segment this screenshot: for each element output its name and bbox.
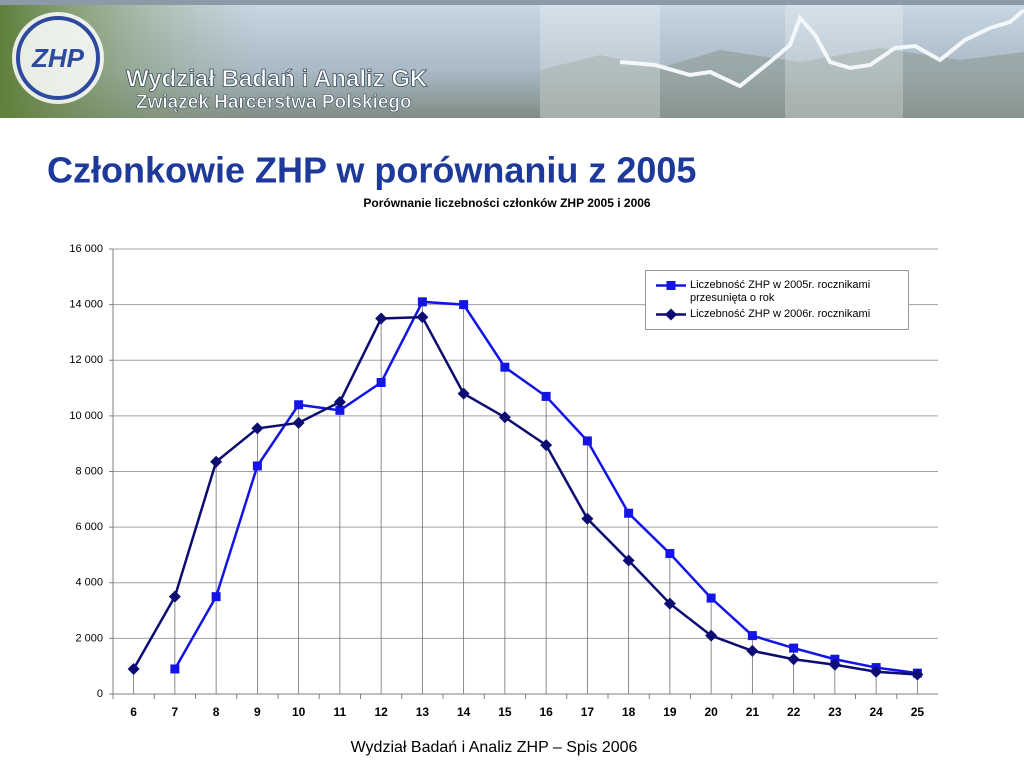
point (706, 593, 716, 603)
x-tick-label: 12 (374, 705, 388, 719)
point (333, 395, 346, 408)
x-tick-label: 6 (130, 705, 137, 719)
legend-label: Liczebność ZHP w 2006r. rocznikami (690, 308, 871, 320)
point (459, 300, 469, 310)
point (622, 554, 635, 567)
point (582, 436, 592, 446)
header-line2: Związek Harcerstwa Polskiego (136, 92, 412, 113)
legend-item: Liczebność ZHP w 2006r. rocznikami (646, 308, 908, 321)
point (498, 411, 511, 424)
point (665, 549, 675, 559)
point (541, 391, 551, 401)
legend-key (656, 308, 686, 321)
point (705, 629, 718, 642)
point (666, 281, 676, 290)
logo: ZHP (31, 43, 85, 73)
x-tick-label: 10 (292, 705, 306, 719)
point (828, 658, 841, 671)
y-tick-label: 10 000 (69, 410, 103, 422)
point (170, 664, 180, 674)
point (210, 455, 223, 468)
y-tick-label: 0 (97, 688, 103, 700)
y-tick-label: 16 000 (69, 243, 103, 255)
point (500, 362, 510, 372)
point (787, 653, 800, 666)
x-tick-label: 7 (172, 705, 179, 719)
x-tick-label: 9 (254, 705, 261, 719)
point (375, 312, 388, 325)
series-line (132, 315, 918, 676)
y-tick-label: 12 000 (69, 354, 103, 366)
y-tick-label: 6 000 (75, 521, 103, 533)
point (168, 590, 181, 603)
header-line1: Wydział Badań i Analiz GK (126, 65, 428, 92)
x-tick-label: 8 (213, 705, 220, 719)
x-tick-label: 17 (581, 705, 595, 719)
point (416, 311, 429, 324)
point (335, 405, 345, 415)
point (127, 662, 140, 675)
point (294, 400, 304, 410)
y-tick-label: 4 000 (75, 577, 103, 589)
x-tick-label: 14 (457, 705, 471, 719)
y-tick-label: 14 000 (69, 299, 103, 311)
legend-label: Liczebność ZHP w 2005r. rocznikami przes… (690, 279, 871, 304)
x-tick-label: 22 (787, 705, 801, 719)
point (624, 508, 634, 518)
point (292, 416, 305, 429)
x-tick-label: 16 (539, 705, 553, 719)
legend-key (656, 281, 686, 290)
y-tick-label: 8 000 (75, 465, 103, 477)
x-tick-label: 23 (828, 705, 842, 719)
footer: Wydział Badań i Analiz ZHP – Spis 2006 (351, 739, 638, 756)
slide-title: Członkowie ZHP w porównaniu z 2005 (47, 150, 696, 191)
point (746, 644, 759, 657)
x-tick-label: 21 (746, 705, 760, 719)
x-tick-label: 15 (498, 705, 512, 719)
point (540, 439, 553, 452)
point (252, 461, 262, 471)
point (870, 665, 883, 678)
chart-title: Porównanie liczebności członków ZHP 2005… (363, 196, 651, 210)
x-tick-label: 24 (869, 705, 883, 719)
legend: Liczebność ZHP w 2005r. rocznikami przes… (645, 270, 909, 330)
point (747, 631, 757, 641)
point (251, 422, 264, 435)
x-tick-label: 19 (663, 705, 677, 719)
x-tick-label: 11 (334, 705, 347, 719)
x-tick-label: 13 (416, 705, 430, 719)
point (376, 378, 386, 387)
point (581, 512, 594, 525)
x-tick-label: 18 (622, 705, 636, 719)
legend-item: Liczebność ZHP w 2005r. rocznikami przes… (646, 279, 908, 305)
point (911, 668, 924, 681)
point (211, 592, 221, 602)
point (789, 643, 799, 653)
point (417, 297, 427, 307)
point (663, 597, 676, 610)
point (457, 387, 470, 400)
header-banner: ZHP Wydział Badań i Analiz GK Związek Ha… (0, 0, 1024, 118)
x-tick-label: 20 (704, 705, 718, 719)
x-tick-label: 25 (911, 705, 925, 719)
point (665, 308, 677, 321)
y-tick-label: 2 000 (75, 632, 103, 644)
